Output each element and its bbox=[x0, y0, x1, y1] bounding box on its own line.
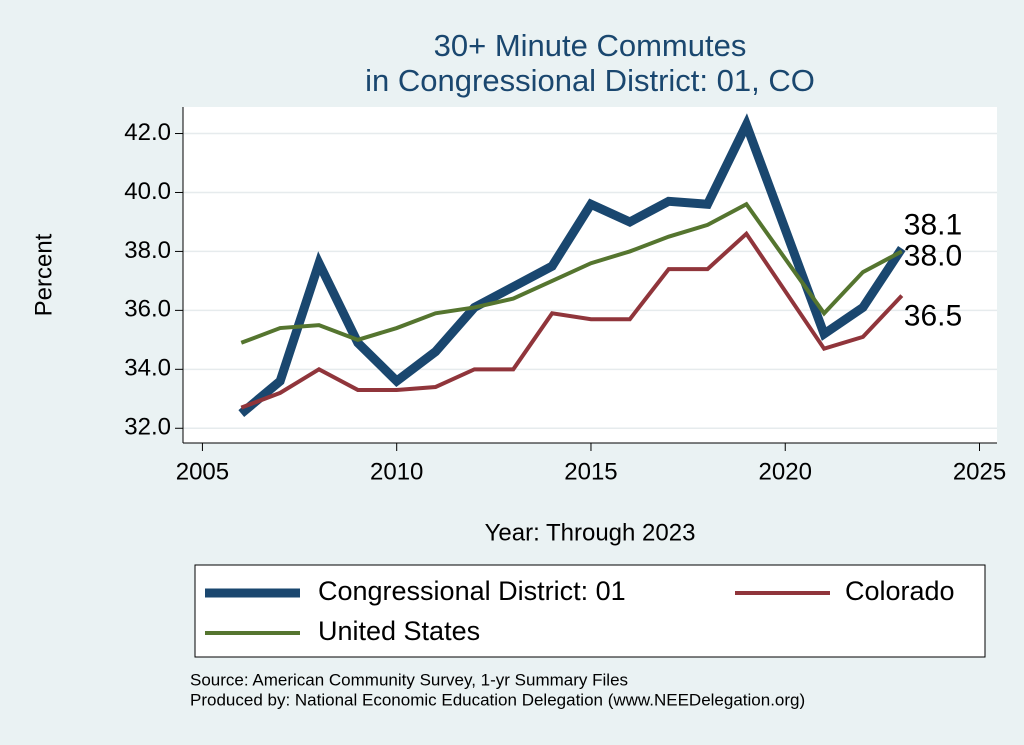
y-tick-label: 34.0 bbox=[124, 355, 171, 382]
value-label: 38.1 bbox=[904, 208, 962, 241]
y-axis-label: Percent bbox=[30, 233, 57, 316]
y-tick-label: 36.0 bbox=[124, 296, 171, 323]
value-label: 36.5 bbox=[904, 300, 962, 333]
value-label: 38.0 bbox=[904, 239, 962, 272]
chart-title: in Congressional District: 01, CO bbox=[365, 63, 815, 98]
x-tick-label: 2010 bbox=[370, 458, 423, 485]
series-line bbox=[238, 113, 906, 417]
legend-label: United States bbox=[318, 616, 480, 646]
series-line bbox=[240, 230, 904, 410]
chart-title: 30+ Minute Commutes bbox=[434, 28, 747, 63]
x-tick-label: 2025 bbox=[953, 458, 1006, 485]
series-line bbox=[240, 201, 903, 345]
legend bbox=[194, 564, 986, 658]
source-note: Source: American Community Survey, 1-yr … bbox=[190, 670, 628, 689]
legend-label: Colorado bbox=[845, 576, 955, 606]
y-tick-label: 42.0 bbox=[124, 119, 171, 146]
y-tick-label: 40.0 bbox=[124, 178, 171, 205]
x-tick-label: 2020 bbox=[759, 458, 812, 485]
y-tick-label: 32.0 bbox=[124, 414, 171, 441]
x-tick-label: 2005 bbox=[176, 458, 229, 485]
x-tick-label: 2015 bbox=[564, 458, 617, 485]
plot-area bbox=[183, 107, 997, 443]
x-axis-label: Year: Through 2023 bbox=[485, 519, 696, 546]
y-tick-label: 38.0 bbox=[124, 237, 171, 264]
legend-label: Congressional District: 01 bbox=[318, 576, 626, 606]
source-note: Produced by: National Economic Education… bbox=[190, 690, 805, 709]
